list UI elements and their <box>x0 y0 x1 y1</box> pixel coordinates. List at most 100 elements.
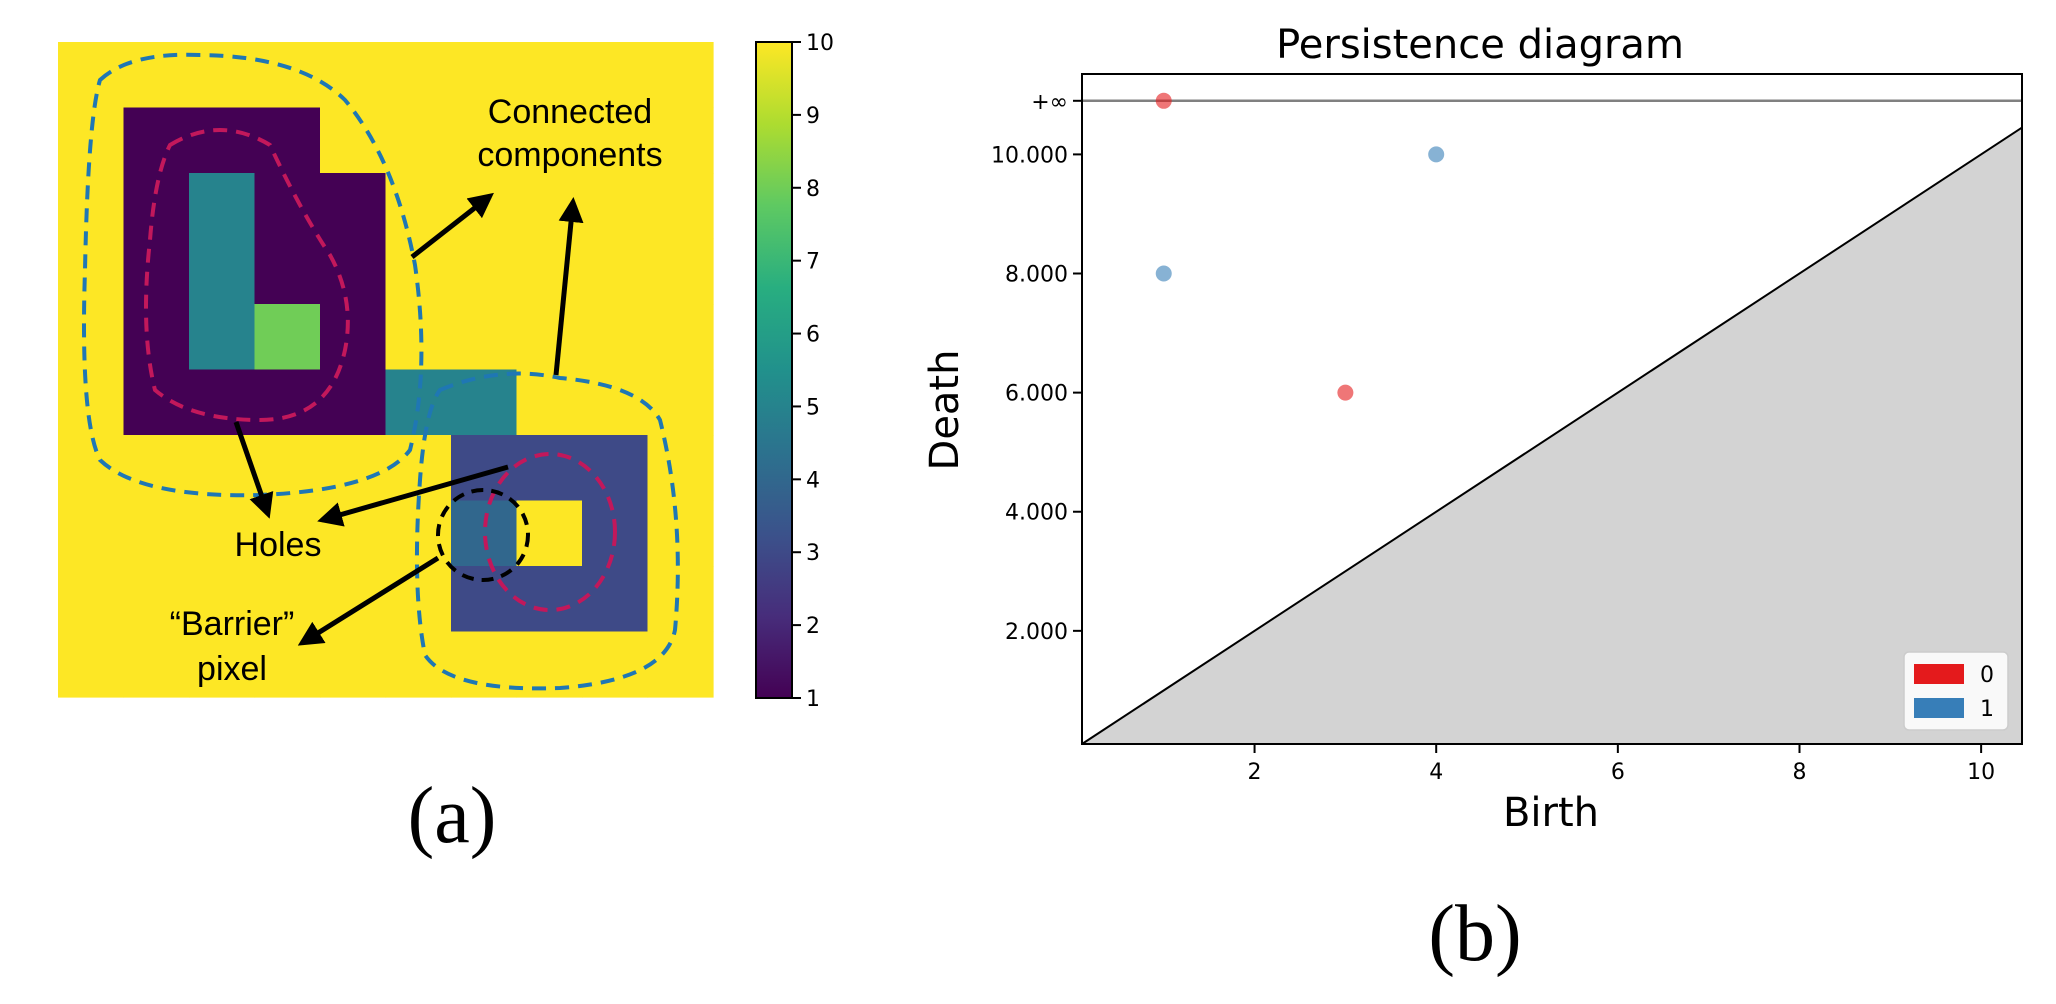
arrow-to-barrier <box>297 555 440 646</box>
colorbar-tick-label: 3 <box>806 541 820 566</box>
legend-swatch-1 <box>1914 698 1964 718</box>
point-series-0 <box>1155 92 1172 109</box>
point-series-1 <box>1428 146 1445 163</box>
heatmap-cell <box>123 500 190 567</box>
heatmap-grid <box>58 42 714 698</box>
chart-title: Persistence diagram <box>1276 22 1684 68</box>
legend: 01 <box>1903 651 2009 731</box>
heatmap-cell <box>516 435 583 502</box>
heatmap-cell <box>385 173 452 240</box>
barrier-label-line2: pixel <box>197 650 267 688</box>
panel-label-a: (a) <box>408 772 497 860</box>
hole-outline-l-shape <box>144 128 350 423</box>
heatmap-cell <box>58 173 125 240</box>
heatmap-cell <box>385 107 452 174</box>
heatmap-cell <box>451 500 518 567</box>
heatmap-cell <box>582 435 649 502</box>
heatmap-cell <box>189 304 256 371</box>
heatmap-cell <box>582 369 649 436</box>
heatmap-cell <box>123 435 190 502</box>
heatmap-cell <box>123 369 190 436</box>
y-tick-label: 2.000 <box>1005 620 1068 645</box>
heatmap-cell <box>647 173 714 240</box>
heatmap-cell <box>189 107 256 174</box>
holes-label: Holes <box>235 526 322 564</box>
heatmap-cell <box>58 566 125 633</box>
heatmap-cell <box>582 631 649 698</box>
heatmap-cell <box>320 304 387 371</box>
point-series-1 <box>1155 265 1172 282</box>
heatmap-cell <box>647 435 714 502</box>
x-tick-label: 4 <box>1429 760 1443 785</box>
y-tick-label: 10.000 <box>991 143 1068 168</box>
panel-a-heatmap: Connected components Holes “Barrier” pix… <box>58 31 834 860</box>
diagonal-line <box>1081 126 2023 745</box>
points-layer <box>1155 92 1445 401</box>
heatmap-cell <box>516 107 583 174</box>
heatmap-cell <box>516 238 583 305</box>
colorbar-tick-label: 4 <box>806 468 820 493</box>
y-tick-label: +∞ <box>1031 90 1068 115</box>
panel-label-b: (b) <box>1428 890 1521 978</box>
heatmap-cell <box>123 304 190 371</box>
heatmap-cell <box>58 42 125 109</box>
component-outline-l-shape <box>82 52 424 498</box>
heatmap-cell <box>647 238 714 305</box>
heatmap-cell <box>58 435 125 502</box>
plot-area <box>1081 73 2023 745</box>
heatmap-cell <box>254 566 321 633</box>
legend-label-1: 1 <box>1980 697 1994 722</box>
heatmap-cell <box>647 566 714 633</box>
heatmap-cell <box>451 566 518 633</box>
heatmap-cell <box>451 238 518 305</box>
heatmap-cell <box>451 42 518 109</box>
heatmap-cell <box>516 304 583 371</box>
heatmap-cell <box>451 369 518 436</box>
arrow-to-components-1 <box>410 192 494 259</box>
heatmap-cell <box>189 631 256 698</box>
heatmap-cell <box>254 238 321 305</box>
panel-b-persistence: Persistence diagram 2 4 6 8 10 2.000 4.000 6.0… <box>922 22 2023 978</box>
heatmap-cell <box>385 500 452 567</box>
heatmap-cell <box>385 631 452 698</box>
colorbar <box>755 41 793 699</box>
heatmap-cell <box>582 42 649 109</box>
heatmap-cell <box>582 304 649 371</box>
heatmap-cell <box>647 631 714 698</box>
component-outline-square <box>414 371 680 691</box>
y-tick-label: 4.000 <box>1005 501 1068 526</box>
heatmap-cell <box>582 238 649 305</box>
heatmap-cell <box>516 369 583 436</box>
heatmap-cell <box>320 369 387 436</box>
colorbar-tick-label: 7 <box>806 250 820 275</box>
heatmap-cell <box>320 107 387 174</box>
heatmap-cell <box>647 369 714 436</box>
heatmap-cell <box>647 107 714 174</box>
y-axis-label: Death <box>922 350 968 471</box>
y-tick-label: 6.000 <box>1005 382 1068 407</box>
heatmap-cell <box>516 566 583 633</box>
heatmap-cell <box>647 500 714 567</box>
heatmap-cell <box>58 238 125 305</box>
heatmap-cell <box>320 42 387 109</box>
heatmap-cell <box>451 173 518 240</box>
heatmap-cell <box>320 435 387 502</box>
arrow-to-components-2 <box>553 197 584 376</box>
heatmap-cell <box>451 631 518 698</box>
arrow-to-holes-2 <box>317 464 509 527</box>
heatmap-cell <box>516 631 583 698</box>
x-ticks: 2 4 6 8 10 <box>1248 744 1995 785</box>
heatmap-cell <box>123 631 190 698</box>
heatmap-cell <box>582 107 649 174</box>
colorbar-tick-label: 6 <box>806 323 820 348</box>
barrier-label-line1: “Barrier” <box>170 605 295 643</box>
arrow-to-holes-1 <box>233 421 274 519</box>
y-ticks: 2.000 4.000 6.000 8.000 10.000 +∞ <box>991 90 1082 645</box>
colorbar-tick-label: 1 <box>806 687 820 712</box>
legend-label-0: 0 <box>1980 663 1994 688</box>
components-label-line2: components <box>477 136 662 174</box>
heatmap-cell <box>320 238 387 305</box>
colorbar-tick-label: 5 <box>806 395 820 420</box>
heatmap-cell <box>582 173 649 240</box>
